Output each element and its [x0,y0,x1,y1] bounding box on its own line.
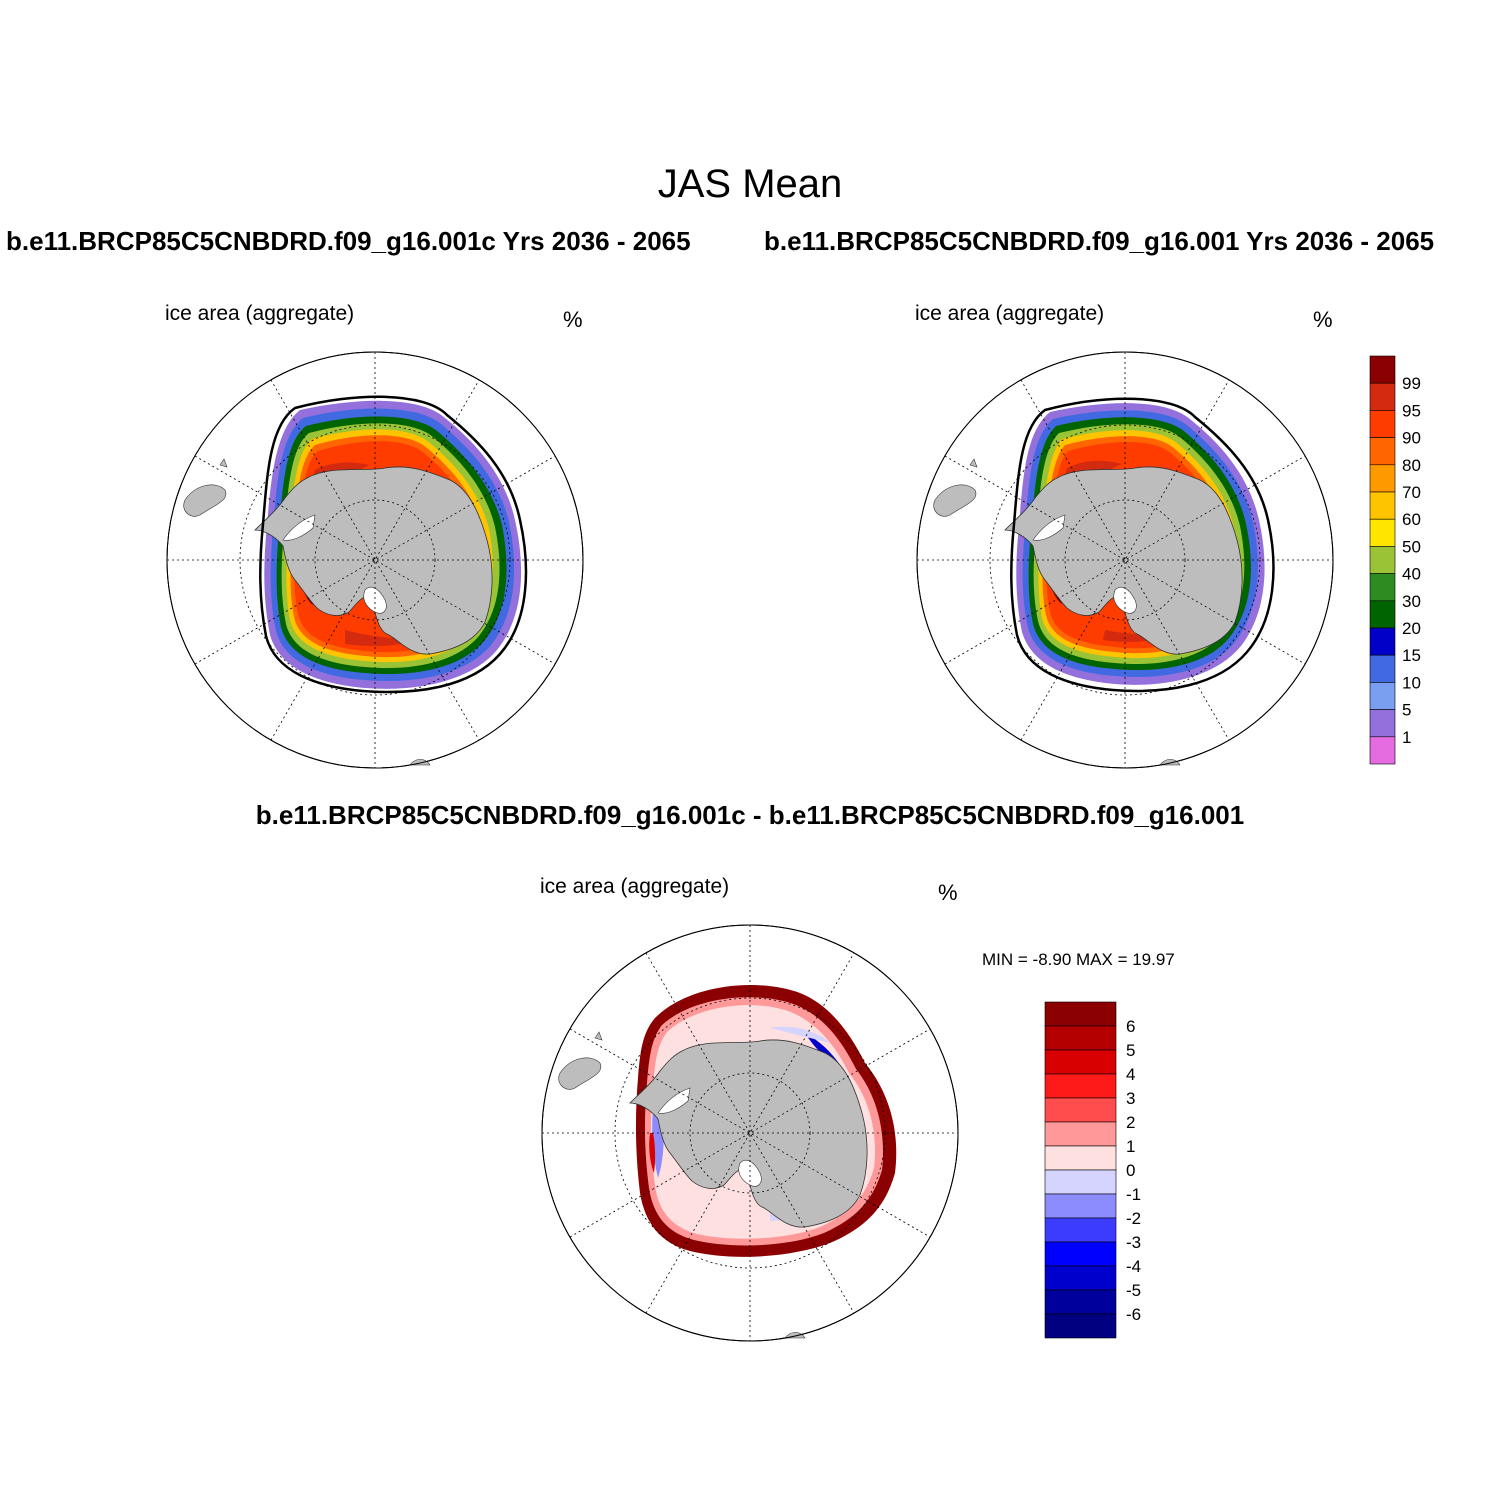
difference-colorbar-tick-label: 1 [1126,1137,1135,1156]
concentration-colorbar-tick-label: 40 [1402,565,1421,584]
difference-colorbar-tick-label: 3 [1126,1089,1135,1108]
difference-colorbar-tick-label: -2 [1126,1209,1141,1228]
concentration-colorbar-swatch [1369,518,1396,547]
difference-colorbar-swatch [1044,1289,1117,1315]
right-panel-title: b.e11.BRCP85C5CNBDRD.f09_g16.001 Yrs 203… [764,226,1435,256]
difference-colorbar-swatch [1044,1193,1117,1219]
left-polar-map [166,351,584,769]
difference-colorbar-tick-label: -1 [1126,1185,1141,1204]
left-units-label: % [563,307,583,332]
right-units-label: % [1313,307,1333,332]
left-panel-title: b.e11.BRCP85C5CNBDRD.f09_g16.001c Yrs 20… [6,226,691,256]
difference-colorbar-swatch [1044,1217,1117,1243]
concentration-colorbar-swatch [1369,546,1396,574]
difference-colorbar-tick-label: 2 [1126,1113,1135,1132]
difference-colorbar-swatch [1044,1241,1117,1267]
difference-colorbar-swatch [1044,1313,1117,1339]
concentration-colorbar-swatch [1369,709,1396,738]
difference-colorbar-swatch [1044,1073,1117,1099]
difference-colorbar-swatch [1044,1001,1117,1027]
concentration-colorbar-tick-label: 1 [1402,728,1411,747]
difference-colorbar-tick-label: 0 [1126,1161,1135,1180]
difference-colorbar-tick-label: 6 [1126,1017,1135,1036]
difference-colorbar-tick-label: -5 [1126,1281,1141,1300]
difference-colorbar-tick-label: 4 [1126,1065,1135,1084]
right-polar-map [916,351,1334,769]
difference-colorbar-swatch [1044,1169,1117,1195]
concentration-colorbar-tick-label: 10 [1402,673,1421,692]
concentration-colorbar-tick-label: 90 [1402,429,1421,448]
concentration-colorbar-swatch [1369,682,1396,710]
diff-variable-label: ice area (aggregate) [540,875,730,898]
concentration-colorbar-swatch [1369,627,1396,656]
concentration-colorbar-tick-label: 80 [1402,456,1421,475]
concentration-colorbar-swatch [1369,654,1396,683]
concentration-colorbar-tick-label: 95 [1402,401,1421,420]
concentration-colorbar-swatch [1369,355,1396,384]
concentration-colorbar-tick-label: 60 [1402,510,1421,529]
difference-colorbar-swatch [1044,1265,1117,1291]
concentration-colorbar-tick-label: 5 [1402,701,1411,720]
difference-colorbar-tick-label: -4 [1126,1257,1141,1276]
concentration-colorbar-swatch [1369,736,1396,765]
concentration-colorbar-tick-label: 70 [1402,483,1421,502]
concentration-colorbar-swatch [1369,600,1396,629]
difference-polar-map [541,924,959,1342]
concentration-colorbar-tick-label: 50 [1402,537,1421,556]
concentration-colorbar-swatch [1369,491,1396,520]
right-variable-label: ice area (aggregate) [915,302,1105,325]
min-max-label: MIN = -8.90 MAX = 19.97 [982,950,1175,969]
concentration-colorbar-swatch [1369,410,1396,438]
difference-panel-title: b.e11.BRCP85C5CNBDRD.f09_g16.001c - b.e1… [255,800,1245,830]
concentration-colorbar-swatch [1369,573,1396,602]
concentration-colorbar-swatch [1369,437,1396,466]
concentration-colorbar-tick-label: 99 [1402,374,1421,393]
left-variable-label: ice area (aggregate) [165,302,355,325]
difference-colorbar: 6 5 4 3 2 1 0 -1 -2 -3 -4 -5 -6 [1044,1001,1141,1339]
difference-colorbar-tick-label: 5 [1126,1041,1135,1060]
diff-units-label: % [938,880,958,905]
concentration-colorbar-tick-label: 15 [1402,646,1421,665]
difference-colorbar-swatch [1044,1121,1117,1147]
concentration-colorbar-swatch [1369,382,1396,411]
concentration-colorbar-tick-label: 20 [1402,619,1421,638]
difference-colorbar-swatch [1044,1049,1117,1075]
concentration-colorbar-swatch [1369,464,1396,493]
difference-colorbar-swatch [1044,1025,1117,1051]
difference-colorbar-tick-label: -3 [1126,1233,1141,1252]
difference-colorbar-swatch [1044,1145,1117,1171]
concentration-colorbar: 99 95 90 80 70 60 50 40 30 20 15 10 5 1 [1369,355,1421,765]
concentration-colorbar-tick-label: 30 [1402,592,1421,611]
difference-colorbar-tick-label: -6 [1126,1305,1141,1324]
difference-colorbar-swatch [1044,1097,1117,1123]
figure-title: JAS Mean [657,162,843,206]
